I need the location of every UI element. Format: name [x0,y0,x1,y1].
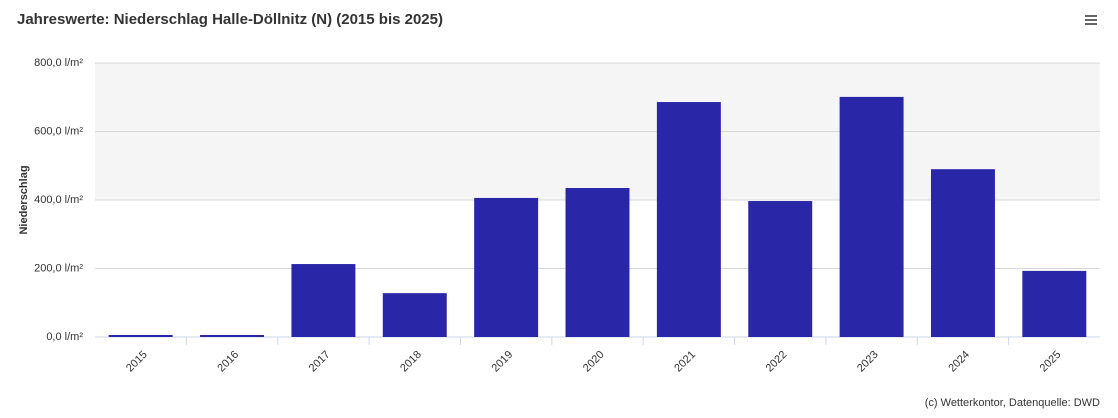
bar [839,96,904,337]
x-tick-label: 2025 [1038,349,1064,375]
credit: (c) Wetterkontor, Datenquelle: DWD [925,397,1100,409]
x-tick-label: 2015 [124,349,150,375]
bar [382,293,447,337]
x-tick-label: 2019 [490,349,516,375]
bar [748,201,813,337]
x-tick-label: 2018 [398,349,424,375]
x-tick-label: 2024 [946,349,972,375]
bar [200,335,265,337]
menu-button[interactable] [1080,10,1102,30]
x-tick-label: 2016 [215,349,241,375]
bar [565,188,630,337]
x-tick-label: 2020 [581,349,607,375]
y-tick-label: 200,0 l/m² [34,262,83,274]
x-tick-label: 2023 [855,349,881,375]
x-tick-label: 2017 [307,349,333,375]
bar [108,335,173,337]
bar [656,102,721,337]
x-tick-label: 2022 [764,349,790,375]
bar [474,197,539,337]
y-tick-label: 0,0 l/m² [46,331,83,343]
y-tick-label: 400,0 l/m² [34,194,83,206]
bar [930,169,995,337]
bar [1022,270,1087,337]
y-tick-label: 600,0 l/m² [34,125,83,137]
y-tick-label: 800,0 l/m² [34,57,83,69]
bar [291,264,356,337]
y-axis-title: Niederschlag [18,165,30,234]
chart-title: Jahreswerte: Niederschlag Halle-Döllnitz… [17,11,443,28]
x-tick-label: 2021 [672,349,698,375]
